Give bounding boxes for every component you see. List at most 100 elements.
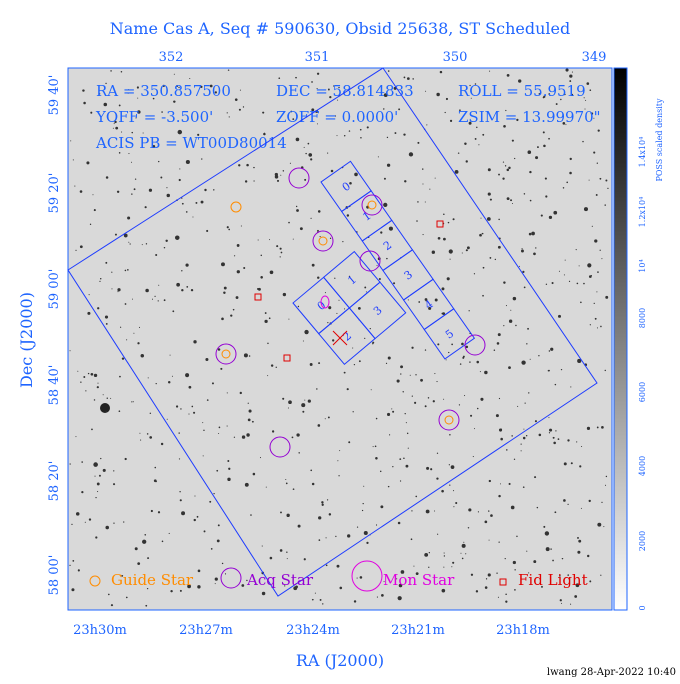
star	[83, 376, 86, 379]
star	[96, 386, 99, 389]
star	[299, 227, 303, 231]
star	[178, 86, 180, 89]
star	[459, 109, 461, 112]
star	[477, 511, 480, 513]
star	[383, 202, 388, 208]
star	[380, 594, 384, 597]
star	[296, 115, 298, 117]
star	[508, 319, 513, 323]
star	[534, 476, 537, 479]
star	[520, 450, 522, 452]
star	[430, 468, 433, 471]
star	[145, 604, 148, 607]
star	[279, 247, 282, 250]
star	[336, 135, 338, 137]
star	[297, 305, 300, 308]
star	[137, 97, 139, 99]
star	[523, 286, 526, 289]
star	[407, 447, 409, 449]
left-tick-label: 59 00'	[47, 269, 62, 310]
star	[176, 85, 179, 87]
star	[161, 540, 164, 543]
star	[171, 375, 173, 377]
star	[370, 389, 372, 391]
star	[558, 270, 560, 272]
star	[387, 70, 390, 72]
star	[387, 412, 391, 417]
star	[334, 277, 336, 279]
star	[484, 520, 488, 524]
star	[588, 275, 592, 278]
star	[359, 576, 363, 579]
star	[488, 479, 492, 483]
star	[276, 245, 279, 248]
star	[508, 166, 511, 170]
star	[411, 346, 414, 349]
star	[586, 554, 590, 558]
star	[406, 432, 409, 435]
star	[71, 588, 75, 592]
star	[366, 541, 369, 545]
star	[220, 367, 223, 370]
star	[163, 299, 166, 302]
star	[431, 250, 435, 254]
star	[280, 511, 282, 514]
info: ROLL = 55.9519	[458, 82, 586, 100]
star	[149, 436, 153, 439]
star	[125, 596, 128, 599]
star	[482, 266, 485, 269]
star	[508, 366, 511, 370]
star	[120, 71, 123, 73]
colorbar-tick-label: 0	[638, 605, 647, 610]
star	[321, 501, 324, 504]
star	[503, 124, 506, 128]
star	[353, 600, 357, 603]
star	[240, 225, 242, 227]
star	[228, 228, 230, 231]
star	[69, 350, 71, 352]
star	[512, 560, 516, 565]
star	[200, 85, 203, 89]
star	[302, 340, 304, 342]
star	[217, 348, 221, 351]
star	[105, 176, 109, 179]
star	[98, 474, 101, 477]
star	[155, 382, 157, 385]
star	[396, 578, 398, 580]
star	[337, 460, 339, 462]
star	[443, 213, 445, 216]
star	[317, 276, 320, 279]
star	[261, 545, 263, 547]
star	[339, 586, 343, 590]
star	[296, 209, 299, 212]
star	[452, 490, 455, 492]
star	[243, 353, 248, 358]
star	[434, 510, 436, 512]
star	[436, 380, 438, 383]
star	[346, 214, 350, 217]
colorbar-tick-label: 4000	[638, 456, 647, 476]
star	[165, 239, 168, 243]
star	[301, 403, 306, 408]
star	[233, 255, 236, 257]
star	[238, 164, 241, 167]
star	[392, 466, 394, 468]
star	[522, 436, 526, 440]
star	[252, 472, 256, 476]
star	[325, 564, 328, 567]
star	[142, 132, 144, 134]
star	[128, 89, 130, 91]
star	[469, 84, 471, 87]
top-tick-label: 352	[159, 50, 184, 65]
star	[92, 194, 94, 196]
star	[410, 538, 413, 541]
star	[260, 254, 263, 257]
star	[416, 220, 418, 222]
star	[535, 156, 539, 160]
star	[75, 436, 77, 438]
star	[88, 518, 92, 521]
star	[276, 179, 280, 182]
star	[428, 566, 430, 568]
star	[479, 371, 481, 373]
star	[221, 262, 225, 267]
